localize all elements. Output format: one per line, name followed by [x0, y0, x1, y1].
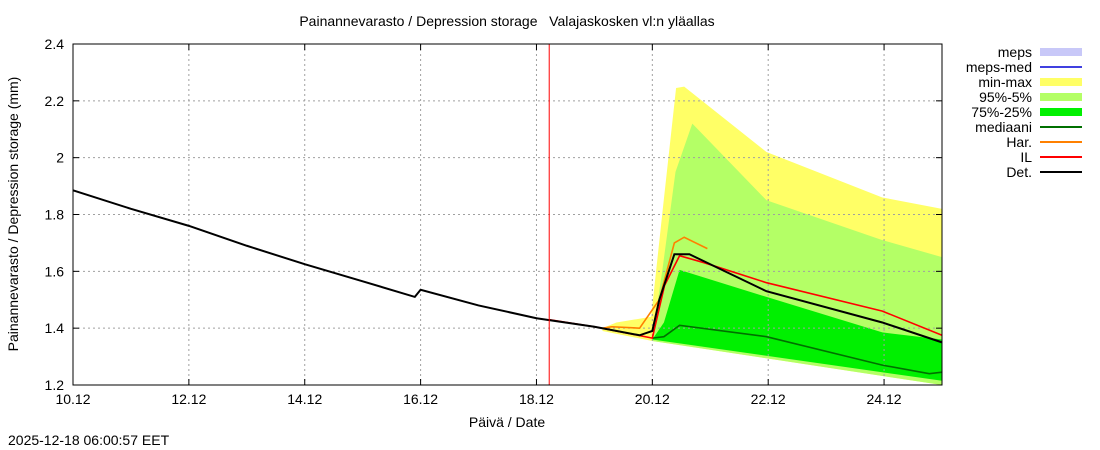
legend-label: mediaani: [975, 119, 1032, 135]
legend-label: Har.: [1006, 134, 1032, 150]
legend-label: Det.: [1006, 164, 1032, 180]
x-tick-label: 20.12: [635, 391, 670, 407]
legend-swatch: [1040, 93, 1082, 101]
timestamp: 2025-12-18 06:00:57 EET: [8, 432, 170, 448]
x-axis-label: Päivä / Date: [469, 414, 545, 430]
legend-swatch: [1040, 108, 1082, 116]
y-tick-label: 1.6: [45, 263, 65, 279]
x-tick-label: 12.12: [171, 391, 206, 407]
y-axis-label: Painannevarasto / Depression storage (mm…: [5, 77, 21, 352]
legend-swatch: [1040, 48, 1082, 56]
x-tick-label: 18.12: [519, 391, 554, 407]
series-line-det: [72, 189, 943, 344]
x-tick-label: 22.12: [751, 391, 786, 407]
y-tick-label: 1.2: [45, 377, 65, 393]
legend-label: min-max: [978, 74, 1032, 90]
legend-swatch: [1040, 78, 1082, 86]
legend-label: meps-med: [966, 59, 1032, 75]
x-tick-label: 10.12: [55, 391, 90, 407]
legend-label: 95%-5%: [979, 89, 1032, 105]
legend-label: 75%-25%: [971, 104, 1032, 120]
chart-title: Painannevarasto / Depression storage Val…: [299, 13, 714, 29]
y-tick-label: 1.4: [45, 320, 65, 336]
legend-label: meps: [998, 44, 1032, 60]
band-75-25: [652, 269, 942, 381]
y-tick-label: 2: [56, 150, 64, 166]
series-line-mediaani: [652, 324, 943, 375]
y-tick-label: 2.4: [45, 36, 65, 52]
x-tick-label: 14.12: [287, 391, 322, 407]
y-tick-label: 1.8: [45, 207, 65, 223]
legend: mepsmeps-medmin-max95%-5%75%-25%mediaani…: [966, 44, 1082, 180]
x-tick-label: 16.12: [403, 391, 438, 407]
legend-label: IL: [1020, 149, 1032, 165]
x-tick-label: 24.12: [867, 391, 902, 407]
y-tick-label: 2.2: [45, 93, 65, 109]
